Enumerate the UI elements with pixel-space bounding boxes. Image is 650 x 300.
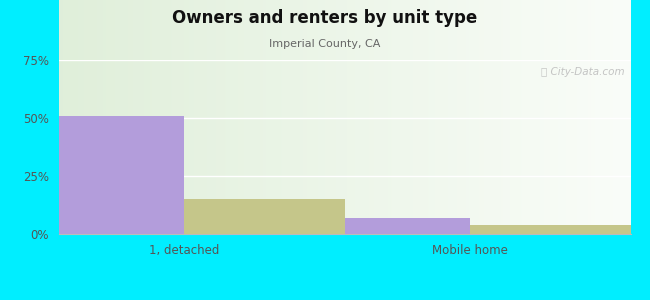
Text: Owners and renters by unit type: Owners and renters by unit type <box>172 9 478 27</box>
Bar <box>471 225 630 234</box>
Bar <box>24 116 185 234</box>
Text: Ⓢ City-Data.com: Ⓢ City-Data.com <box>541 67 625 77</box>
Text: Imperial County, CA: Imperial County, CA <box>269 39 381 49</box>
Bar <box>185 199 344 234</box>
Bar <box>310 218 471 234</box>
